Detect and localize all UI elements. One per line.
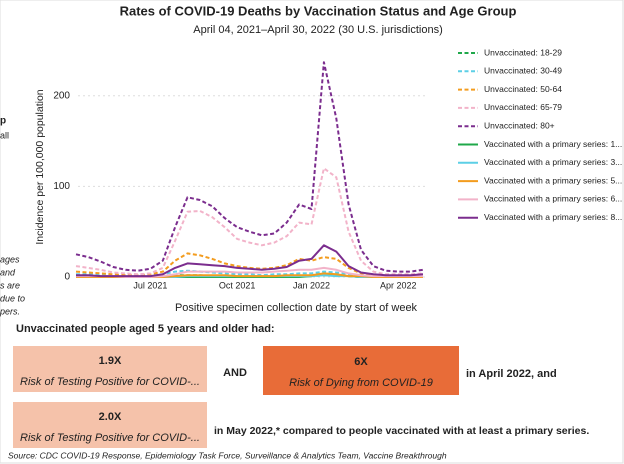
legend-label: Vaccinated with a primary series: 3... (484, 157, 622, 167)
legend-label: Vaccinated with a primary series: 5... (484, 175, 622, 185)
x-tick-label: Jan 2022 (293, 280, 330, 290)
legend-label: Unvaccinated: 50-64 (484, 84, 562, 94)
clipped-text: p (0, 116, 6, 127)
legend-label: Unvaccinated: 30-49 (484, 66, 562, 76)
summary-intro: Unvaccinated people aged 5 years and old… (16, 323, 275, 335)
connector: AND (223, 367, 247, 379)
legend-label: Vaccinated with a primary series: 1... (484, 139, 622, 149)
summary-text: in May 2022,* compared to people vaccina… (214, 425, 589, 437)
summary-text: in April 2022, and (466, 368, 557, 380)
y-tick-label: 100 (53, 181, 70, 192)
stat-label: Risk of Dying from COVID-19 (289, 377, 433, 389)
clipped-text: and (0, 267, 16, 277)
clipped-text: all (0, 130, 9, 140)
y-tick-label: 0 (64, 272, 70, 283)
stat-box (263, 346, 459, 395)
source-note: Source: CDC COVID-19 Response, Epidemiol… (8, 450, 447, 460)
legend-label: Unvaccinated: 65-79 (484, 102, 562, 112)
chart-title: Rates of COVID-19 Deaths by Vaccination … (120, 3, 517, 18)
x-tick-label: Apr 2022 (380, 280, 417, 290)
y-axis-label: Incidence per 100,000 population (34, 89, 46, 244)
series-line (75, 167, 424, 276)
legend-label: Unvaccinated: 80+ (484, 120, 555, 130)
stat-value: 6X (354, 356, 368, 368)
clipped-text: pers. (0, 306, 20, 316)
stat-value: 1.9X (99, 355, 122, 367)
stat-label: Risk of Testing Positive for COVID-... (20, 432, 200, 444)
stat-box (13, 402, 207, 448)
legend-label: Vaccinated with a primary series: 8... (484, 212, 622, 222)
clipped-text: ages (0, 254, 20, 264)
y-tick-label: 200 (53, 90, 70, 101)
clipped-text: due to (0, 293, 25, 303)
series-line (75, 61, 424, 273)
stat-label: Risk of Testing Positive for COVID-... (20, 376, 200, 388)
x-tick-label: Jul 2021 (133, 280, 167, 290)
legend-label: Unvaccinated: 18-29 (484, 47, 562, 57)
series-line (76, 244, 424, 278)
clipped-text: s are (0, 280, 20, 290)
stat-box (13, 346, 207, 392)
stat-value: 2.0X (99, 411, 122, 423)
legend-label: Vaccinated with a primary series: 6... (484, 194, 622, 204)
x-axis-label: Positive specimen collection date by sta… (175, 302, 418, 314)
chart-subtitle: April 04, 2021–April 30, 2022 (30 U.S. j… (193, 24, 442, 36)
x-tick-label: Oct 2021 (219, 280, 256, 290)
